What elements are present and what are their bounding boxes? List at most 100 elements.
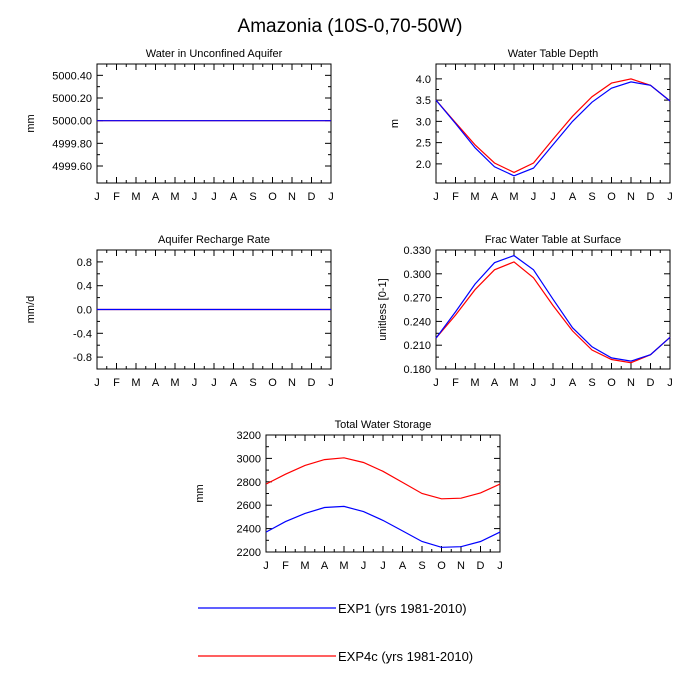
figure-title: Amazonia (10S-0,70-50W) — [238, 16, 463, 37]
x-tick-label: J — [361, 560, 367, 572]
y-tick-label: 3.0 — [416, 116, 431, 128]
x-tick-label: J — [531, 191, 537, 203]
legend-label: EXP4c (yrs 1981-2010) — [338, 649, 473, 664]
y-axis-label: mm/d — [25, 296, 37, 324]
x-tick-label: J — [550, 191, 556, 203]
x-tick-label: J — [550, 377, 556, 389]
y-axis-label: mm — [194, 484, 206, 502]
y-tick-label: 0.270 — [403, 293, 431, 305]
y-tick-label: 0.0 — [77, 305, 92, 317]
x-tick-label: D — [647, 377, 655, 389]
x-tick-label: J — [328, 191, 334, 203]
x-tick-label: O — [268, 377, 277, 389]
panel-title: Water in Unconfined Aquifer — [146, 48, 283, 60]
y-tick-label: 0.300 — [403, 269, 431, 281]
y-tick-label: 5000.40 — [52, 70, 92, 82]
x-tick-label: F — [452, 377, 459, 389]
x-tick-label: S — [588, 191, 595, 203]
x-tick-label: M — [170, 191, 179, 203]
y-tick-label: 2600 — [237, 500, 261, 512]
panel-title: Aquifer Recharge Rate — [158, 234, 270, 246]
x-tick-label: S — [249, 191, 256, 203]
series-line-exp4c — [265, 457, 501, 500]
x-tick-label: J — [328, 377, 334, 389]
x-tick-label: M — [509, 377, 518, 389]
y-axis-label: unitless [0-1] — [377, 278, 389, 340]
plot-frame — [435, 63, 671, 184]
y-tick-label: 4.0 — [416, 74, 431, 86]
y-tick-label: 0.8 — [77, 257, 92, 269]
y-tick-label: 2200 — [237, 547, 261, 559]
x-tick-label: M — [509, 191, 518, 203]
series-line-exp4c — [435, 261, 671, 364]
x-tick-label: A — [569, 191, 577, 203]
x-tick-label: A — [321, 560, 329, 572]
plot-frame — [265, 434, 501, 553]
y-tick-label: 5000.20 — [52, 93, 92, 105]
x-tick-label: J — [192, 377, 198, 389]
x-tick-label: S — [418, 560, 425, 572]
x-tick-label: J — [531, 377, 537, 389]
x-tick-label: J — [433, 191, 439, 203]
x-tick-label: M — [170, 377, 179, 389]
x-tick-label: N — [627, 191, 635, 203]
x-tick-label: M — [339, 560, 348, 572]
x-tick-label: O — [607, 377, 616, 389]
x-tick-label: J — [380, 560, 386, 572]
x-tick-label: J — [192, 191, 198, 203]
x-tick-label: A — [152, 377, 160, 389]
panel-title: Frac Water Table at Surface — [485, 234, 621, 246]
x-tick-label: J — [667, 191, 673, 203]
x-tick-label: F — [282, 560, 289, 572]
y-axis-label: mm — [25, 114, 37, 132]
x-tick-label: J — [433, 377, 439, 389]
x-tick-label: J — [94, 191, 100, 203]
x-tick-label: F — [452, 191, 459, 203]
series-line-exp1 — [265, 505, 501, 548]
x-tick-label: N — [627, 377, 635, 389]
plot-frame — [435, 249, 671, 370]
x-tick-label: D — [308, 191, 316, 203]
x-tick-label: O — [268, 191, 277, 203]
y-tick-label: 3200 — [237, 430, 261, 442]
y-tick-label: 2.0 — [416, 159, 431, 171]
x-tick-label: J — [211, 191, 217, 203]
y-tick-label: 0.4 — [77, 281, 92, 293]
panel-title: Total Water Storage — [335, 419, 432, 431]
x-tick-label: O — [607, 191, 616, 203]
x-tick-label: J — [211, 377, 217, 389]
series-line-exp1 — [435, 81, 671, 177]
y-tick-label: 4999.60 — [52, 161, 92, 173]
x-tick-label: D — [477, 560, 485, 572]
x-tick-label: A — [230, 377, 238, 389]
y-tick-label: 0.240 — [403, 316, 431, 328]
y-tick-label: -0.8 — [73, 352, 92, 364]
x-tick-label: S — [249, 377, 256, 389]
y-tick-label: 3000 — [237, 453, 261, 465]
x-tick-label: O — [437, 560, 446, 572]
x-tick-label: A — [399, 560, 407, 572]
x-tick-label: A — [491, 191, 499, 203]
x-tick-label: S — [588, 377, 595, 389]
series-line-exp4c — [435, 78, 671, 174]
plot-frame — [96, 63, 332, 184]
x-tick-label: A — [491, 377, 499, 389]
x-tick-label: N — [457, 560, 465, 572]
x-tick-label: N — [288, 377, 296, 389]
legend-label: EXP1 (yrs 1981-2010) — [338, 601, 467, 616]
x-tick-label: J — [263, 560, 269, 572]
x-tick-label: A — [569, 377, 577, 389]
y-tick-label: 5000.00 — [52, 116, 92, 128]
x-tick-label: J — [94, 377, 100, 389]
x-tick-label: A — [230, 191, 238, 203]
y-tick-label: 2.5 — [416, 138, 431, 150]
y-tick-label: 0.180 — [403, 364, 431, 376]
x-tick-label: M — [470, 377, 479, 389]
